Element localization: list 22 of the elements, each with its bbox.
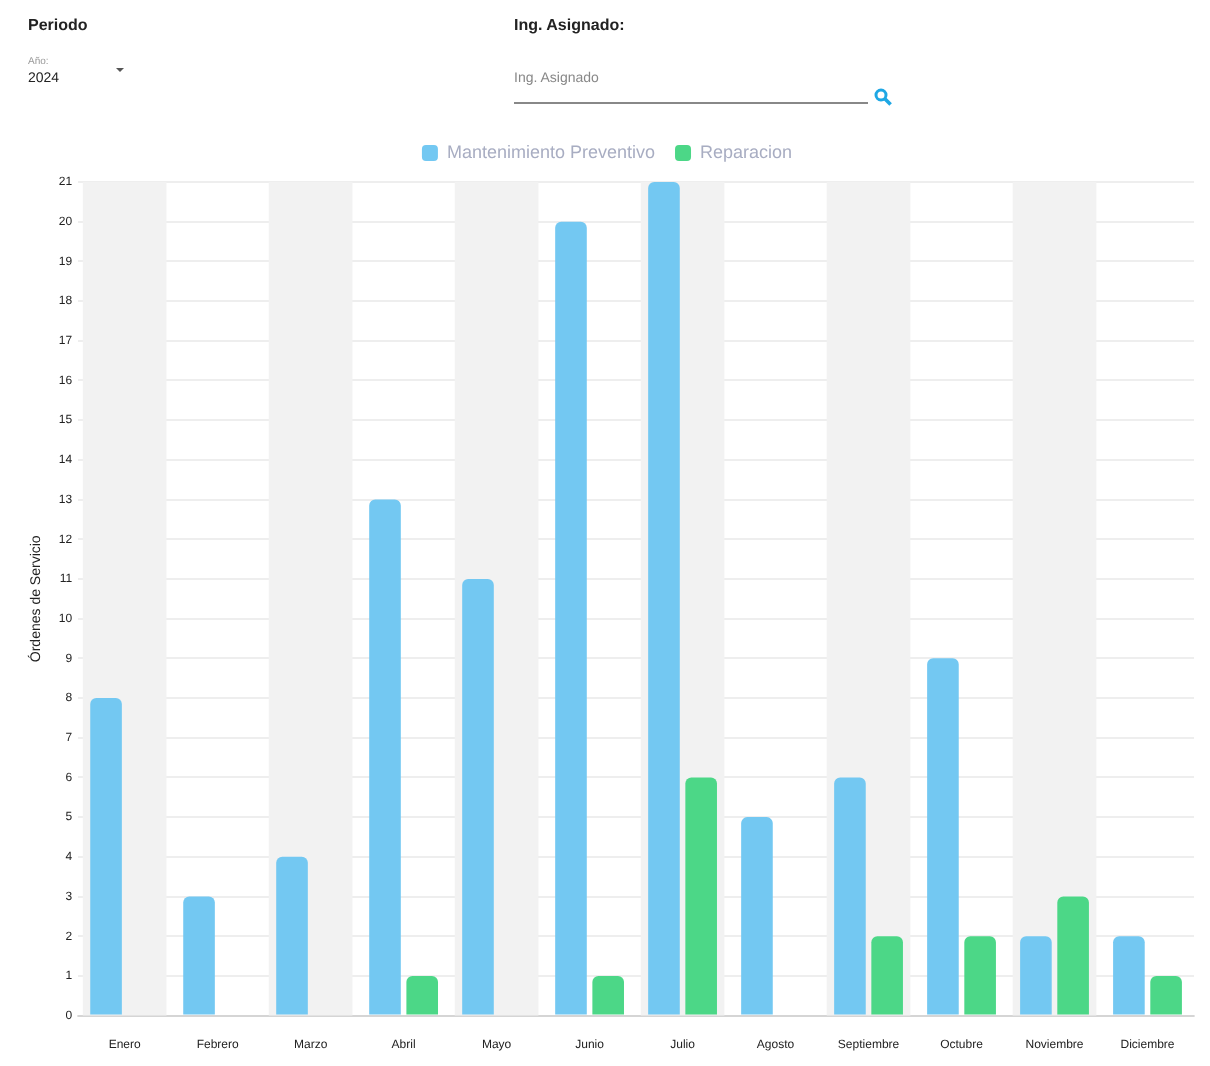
bar bbox=[1113, 936, 1145, 1015]
bar bbox=[964, 936, 996, 1015]
legend-label: Mantenimiento Preventivo bbox=[446, 141, 656, 162]
bar bbox=[462, 578, 494, 1015]
bar bbox=[834, 777, 866, 1015]
bar bbox=[871, 936, 903, 1015]
bar bbox=[276, 856, 308, 1015]
bar bbox=[927, 658, 959, 1015]
bar bbox=[685, 777, 717, 1015]
text: Periodo bbox=[28, 16, 88, 34]
bar bbox=[592, 975, 624, 1015]
bar bbox=[1020, 936, 1052, 1015]
bar bbox=[369, 499, 401, 1015]
bar bbox=[183, 896, 215, 1015]
bar bbox=[406, 975, 439, 1015]
bar bbox=[90, 698, 122, 1015]
bar bbox=[741, 817, 773, 1015]
bar bbox=[1150, 975, 1182, 1015]
legend-label: Reparacion bbox=[700, 141, 793, 162]
bar bbox=[555, 221, 587, 1015]
text: Ing. Asignado: bbox=[514, 16, 625, 34]
bar bbox=[1057, 896, 1089, 1015]
